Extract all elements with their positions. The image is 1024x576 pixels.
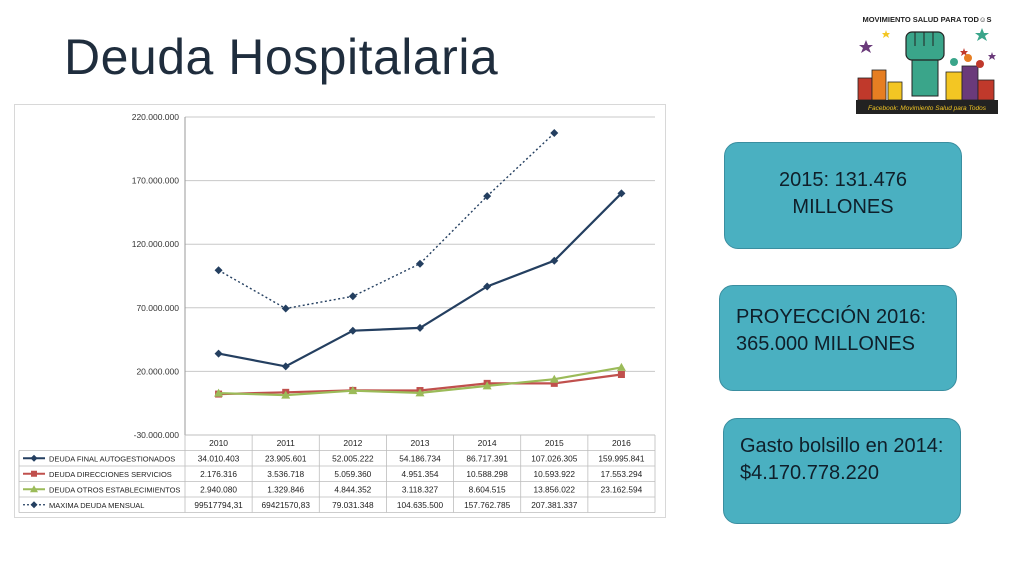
x-tick-label: 2013 [411, 438, 430, 448]
data-point [617, 371, 625, 379]
data-point [550, 379, 558, 387]
data-point [483, 192, 492, 201]
data-point [416, 323, 424, 332]
y-tick-label: 220.000.000 [132, 112, 180, 122]
logo-bottom-text: Facebook: Movimiento Salud para Todos [868, 105, 987, 112]
y-tick-label: 70.000.000 [136, 303, 179, 313]
data-point [415, 388, 425, 397]
callout-out-of-pocket-2014: Gasto bolsillo en 2014: $4.170.778.220 [723, 418, 961, 524]
data-point [482, 381, 492, 390]
data-label: 23.162.594 [601, 484, 643, 494]
data-label: 1.329.846 [267, 484, 304, 494]
legend-series-name: MAXIMA DEUDA MENSUAL [49, 501, 144, 510]
slide-title: Deuda Hospitalaria [64, 29, 499, 85]
legend-series-name: DEUDA DIRECCIONES SERVICIOS [49, 470, 172, 479]
data-point [348, 292, 357, 301]
data-point [281, 304, 290, 313]
debt-chart-svg: -30.000.000 20.000.000 70.000.000 120.000.0… [18, 112, 656, 513]
data-point [281, 390, 291, 399]
legend-series-name: DEUDA OTROS ESTABLECIMIENTOS [49, 485, 180, 494]
data-point [550, 256, 559, 265]
data-point [549, 374, 559, 383]
data-label: 99517794,31 [194, 500, 243, 510]
y-tick-label: 120.000.000 [132, 239, 180, 249]
x-tick-label: 2012 [343, 438, 362, 448]
data-label: 4.951.354 [402, 469, 439, 479]
data-label: 159.995.841 [598, 453, 645, 463]
data-label: 104.635.500 [397, 500, 444, 510]
logo-banner [856, 100, 998, 114]
callout-2016-projection: PROYECCIÓN 2016: 365.000 MILLONES [719, 285, 957, 391]
data-point [281, 362, 290, 371]
legend-key-marker [31, 470, 37, 477]
debt-chart: -30.000.000 20.000.000 70.000.000 120.000.0… [14, 104, 666, 518]
data-label: 23.905.601 [265, 453, 307, 463]
data-label: 107.026.305 [531, 453, 578, 463]
data-label: 2.940.080 [200, 484, 237, 494]
data-label: 13.856.022 [534, 484, 576, 494]
data-point [550, 129, 559, 138]
y-tick-label: 20.000.000 [136, 366, 179, 376]
data-point [348, 386, 358, 395]
data-label: 86.717.391 [466, 453, 508, 463]
legend-key-marker [30, 454, 38, 462]
x-tick-label: 2014 [478, 438, 497, 448]
data-label: 52.005.222 [332, 453, 374, 463]
x-tick-label: 2015 [545, 438, 564, 448]
data-point [483, 282, 492, 291]
data-point [616, 362, 626, 371]
data-label: 8.604.515 [469, 484, 506, 494]
legend-series-name: DEUDA FINAL AUTOGESTIONADOS [49, 454, 175, 463]
data-label: 5.059.360 [334, 469, 371, 479]
y-tick-label: -30.000.000 [134, 430, 180, 440]
data-label: 10.588.298 [466, 469, 508, 479]
series-line [218, 192, 623, 368]
data-label: 10.593.922 [534, 469, 576, 479]
data-point [214, 266, 223, 275]
movement-logo: MOVIMIENTO SALUD PARA TOD☺S Facebook: Mo… [856, 15, 998, 114]
x-tick-label: 2016 [612, 438, 631, 448]
data-label: 54.186.734 [399, 453, 441, 463]
legend-key-marker [30, 501, 38, 509]
series-line [218, 132, 555, 310]
y-tick-label: 170.000.000 [132, 176, 180, 186]
data-point [416, 259, 424, 268]
data-point [348, 326, 357, 335]
data-label: 207.381.337 [531, 500, 578, 510]
data-label: 157.762.785 [464, 500, 511, 510]
houses-icon [857, 54, 995, 101]
data-label: 69421570,83 [261, 500, 310, 510]
x-tick-label: 2010 [209, 438, 228, 448]
data-point [214, 349, 223, 358]
data-label: 79.031.348 [332, 500, 374, 510]
data-label: 17.553.294 [601, 469, 643, 479]
data-label: 4.844.352 [334, 484, 371, 494]
callout-2015-debt: 2015: 131.476 MILLONES [724, 142, 962, 249]
x-tick-label: 2011 [277, 438, 296, 448]
logo-top-text: MOVIMIENTO SALUD PARA TOD☺S [862, 15, 991, 24]
data-label: 3.536.718 [267, 469, 304, 479]
legend-key-marker [30, 485, 38, 493]
data-point [617, 189, 626, 198]
data-label: 2.176.316 [200, 469, 237, 479]
data-label: 3.118.327 [402, 484, 439, 494]
data-point [214, 388, 224, 397]
data-label: 34.010.403 [198, 453, 240, 463]
logo-stars-icon [859, 28, 996, 60]
raised-fist-icon [905, 31, 945, 97]
